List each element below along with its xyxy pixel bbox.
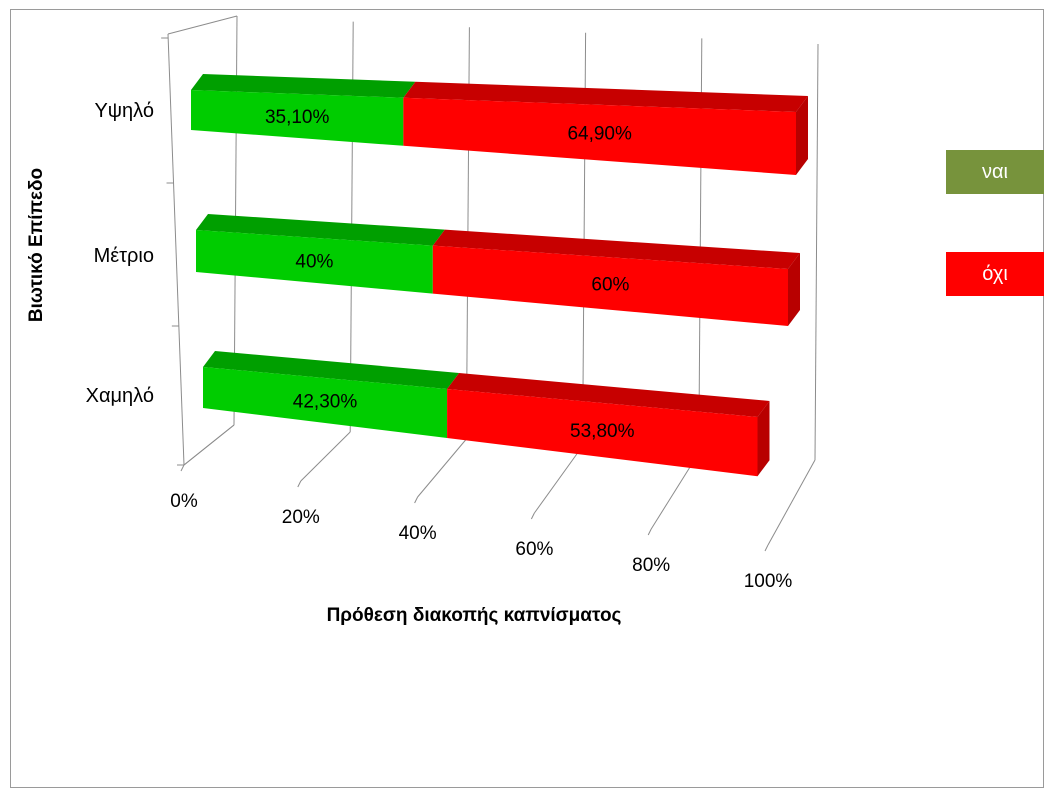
bar-top-ochi	[432, 229, 800, 269]
data-label: 64,90%	[567, 124, 632, 145]
bar-segment-ochi	[432, 245, 788, 326]
legend-item-ochi: όχι	[946, 252, 1044, 296]
category-label: Μέτριο	[94, 245, 154, 267]
x-tick-label: 100%	[744, 571, 793, 592]
bar-top-ochi	[447, 372, 770, 417]
bar-segment-nai	[196, 230, 433, 294]
bar-top-ochi	[403, 81, 808, 112]
category-label: Χαμηλό	[86, 385, 154, 407]
bar-segment-ochi	[403, 97, 796, 175]
y-axis-title: Βιωτικό Επίπεδο	[26, 168, 47, 322]
floor-gridline	[767, 459, 816, 546]
x-tick-label: 0%	[170, 491, 198, 512]
category-label: Υψηλό	[94, 100, 154, 122]
x-axis-title: Πρόθεση διακοπής καπνίσματος	[327, 605, 622, 626]
data-label: 35,10%	[265, 107, 330, 128]
x-tick-mark	[764, 544, 769, 552]
data-label: 60%	[591, 275, 629, 296]
data-label: 42,30%	[293, 392, 358, 413]
x-tick-label: 40%	[399, 523, 437, 544]
x-tick-mark	[414, 496, 419, 504]
x-tick-mark	[647, 528, 652, 536]
bar-side	[788, 253, 800, 326]
legend-item-nai: ναι	[946, 150, 1044, 194]
bar-segment-ochi	[447, 388, 758, 477]
x-tick-label: 60%	[515, 539, 553, 560]
legend-label-nai: ναι	[981, 161, 1008, 183]
x-tick-mark	[530, 512, 535, 520]
side-wall-top	[167, 15, 238, 35]
data-label: 40%	[295, 251, 333, 272]
floor-gridline	[300, 431, 351, 482]
floor-gridline	[533, 445, 584, 514]
gridline	[814, 43, 819, 461]
bar-segment-nai	[203, 367, 448, 439]
bar-side	[796, 96, 808, 175]
x-tick-label: 80%	[632, 555, 670, 576]
x-tick-mark	[297, 480, 302, 488]
bar-top-nai	[203, 351, 460, 389]
bar-top-nai	[196, 214, 445, 246]
bar-side	[757, 400, 770, 477]
legend-label-ochi: όχι	[982, 263, 1008, 285]
bars	[191, 74, 808, 477]
labels: 0% 20% 40% 60% 80% 100% 35,10% 64,90% Υψηλό 40% 60…	[86, 100, 793, 592]
y-axis-line	[167, 33, 185, 466]
floor-gridline	[417, 438, 467, 498]
side-wall-bottom	[183, 424, 235, 466]
x-tick-label: 20%	[282, 507, 320, 528]
bar-top-nai	[191, 74, 416, 98]
x-tick-mark	[180, 464, 185, 472]
bar-segment-nai	[191, 90, 404, 146]
data-label: 53,80%	[570, 421, 635, 442]
